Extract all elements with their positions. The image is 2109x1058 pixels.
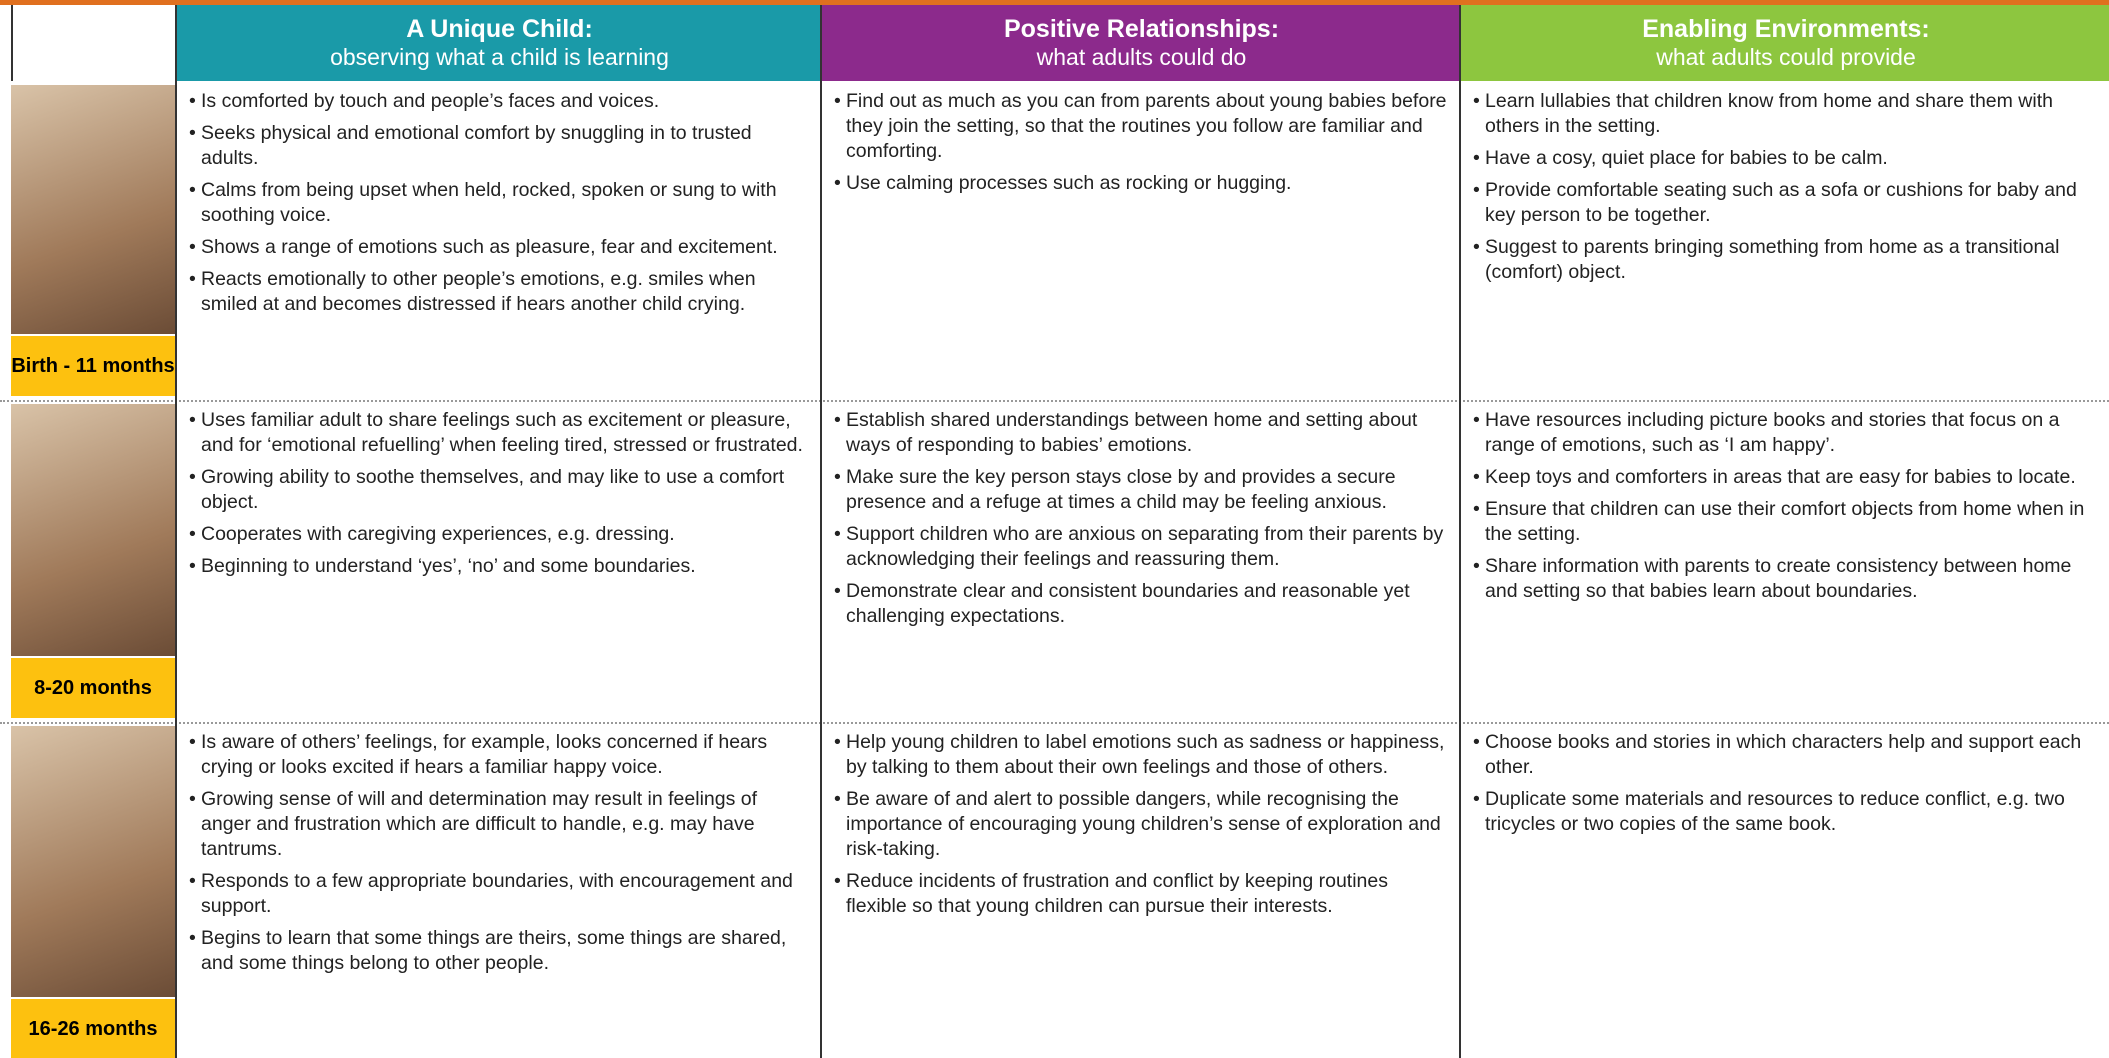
bullet-item: Keep toys and comforters in areas that a…: [1473, 465, 2097, 490]
bullet-item: Use calming processes such as rocking or…: [834, 171, 1447, 196]
bullet-item: Provide comfortable seating such as a so…: [1473, 178, 2097, 228]
bullet-item: Establish shared understandings between …: [834, 408, 1447, 458]
column-title: A Unique Child:: [406, 15, 593, 43]
bullet-item: Reacts emotionally to other people’s emo…: [189, 267, 808, 317]
bullet-item: Growing sense of will and determination …: [189, 787, 808, 862]
cell: Find out as much as you can from parents…: [820, 81, 1459, 400]
bullet-item: Begins to learn that some things are the…: [189, 926, 808, 976]
bullet-item: Ensure that children can use their comfo…: [1473, 497, 2097, 547]
bullet-item: Is aware of others’ feelings, for exampl…: [189, 730, 808, 780]
bullet-item: Learn lullabies that children know from …: [1473, 89, 2097, 139]
column-subtitle: what adults could do: [1036, 44, 1247, 70]
bullet-list: Have resources including picture books a…: [1473, 408, 2097, 604]
column-header: A Unique Child: observing what a child is…: [175, 5, 822, 81]
bullet-item: Find out as much as you can from parents…: [834, 89, 1447, 164]
bullet-item: Help young children to label emotions su…: [834, 730, 1447, 780]
cell: Is comforted by touch and people’s faces…: [175, 81, 820, 400]
bullet-item: Have resources including picture books a…: [1473, 408, 2097, 458]
corner-cell: [11, 5, 175, 81]
cell: Is aware of others’ feelings, for exampl…: [175, 722, 820, 1058]
child-photo: [11, 726, 175, 997]
column-subtitle: what adults could provide: [1656, 44, 1916, 70]
bullet-item: Demonstrate clear and consistent boundar…: [834, 579, 1447, 629]
bullet-item: Calms from being upset when held, rocked…: [189, 178, 808, 228]
bullet-item: Growing ability to soothe themselves, an…: [189, 465, 808, 515]
age-label: 8-20 months: [11, 658, 175, 718]
bullet-item: Responds to a few appropriate boundaries…: [189, 869, 808, 919]
cell: Establish shared understandings between …: [820, 400, 1459, 722]
bullet-list: Help young children to label emotions su…: [834, 730, 1447, 919]
cell: Have resources including picture books a…: [1459, 400, 2109, 722]
column-title: Positive Relationships:: [1003, 15, 1280, 43]
bullet-item: Share information with parents to create…: [1473, 554, 2097, 604]
column-header: Enabling Environments: what adults could …: [1459, 5, 2109, 81]
bullet-list: Uses familiar adult to share feelings su…: [189, 408, 808, 579]
cell: Learn lullabies that children know from …: [1459, 81, 2109, 400]
child-photo: [11, 85, 175, 334]
cell: Help young children to label emotions su…: [820, 722, 1459, 1058]
bullet-list: Is aware of others’ feelings, for exampl…: [189, 730, 808, 976]
bullet-list: Is comforted by touch and people’s faces…: [189, 89, 808, 317]
bullet-item: Suggest to parents bringing something fr…: [1473, 235, 2097, 285]
age-label: Birth - 11 months: [11, 336, 175, 396]
bullet-item: Uses familiar adult to share feelings su…: [189, 408, 808, 458]
bullet-item: Is comforted by touch and people’s faces…: [189, 89, 808, 114]
bullet-item: Choose books and stories in which charac…: [1473, 730, 2097, 780]
bullet-item: Make sure the key person stays close by …: [834, 465, 1447, 515]
bullet-item: Shows a range of emotions such as pleasu…: [189, 235, 808, 260]
bullet-list: Choose books and stories in which charac…: [1473, 730, 2097, 837]
bullet-list: Learn lullabies that children know from …: [1473, 89, 2097, 285]
column-header: Positive Relationships: what adults could…: [820, 5, 1461, 81]
cell: Uses familiar adult to share feelings su…: [175, 400, 820, 722]
bullet-item: Duplicate some materials and resources t…: [1473, 787, 2097, 837]
bullet-item: Have a cosy, quiet place for babies to b…: [1473, 146, 2097, 171]
bullet-item: Seeks physical and emotional comfort by …: [189, 121, 808, 171]
column-subtitle: observing what a child is learning: [330, 44, 669, 70]
bullet-item: Support children who are anxious on sepa…: [834, 522, 1447, 572]
bullet-item: Reduce incidents of frustration and conf…: [834, 869, 1447, 919]
age-label: 16-26 months: [11, 999, 175, 1058]
column-title: Enabling Environments:: [1642, 15, 1930, 43]
bullet-list: Find out as much as you can from parents…: [834, 89, 1447, 196]
cell: Choose books and stories in which charac…: [1459, 722, 2109, 1058]
child-photo: [11, 404, 175, 656]
row-separator: [0, 400, 2109, 402]
row-separator: [0, 722, 2109, 724]
bullet-item: Be aware of and alert to possible danger…: [834, 787, 1447, 862]
bullet-list: Establish shared understandings between …: [834, 408, 1447, 629]
bullet-item: Beginning to understand ‘yes’, ‘no’ and …: [189, 554, 808, 579]
bullet-item: Cooperates with caregiving experiences, …: [189, 522, 808, 547]
